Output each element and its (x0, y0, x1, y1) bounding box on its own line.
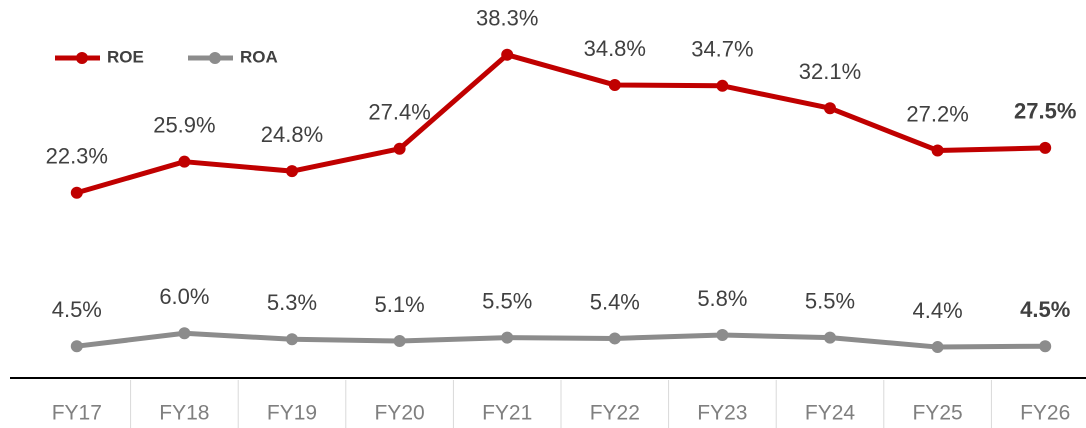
x-tick-label: FY23 (697, 402, 747, 425)
data-point (931, 144, 944, 157)
data-label: 34.8% (584, 36, 646, 61)
data-label: 32.1% (799, 59, 861, 84)
x-tick-label: FY26 (1020, 402, 1070, 425)
data-label: 6.0% (159, 284, 209, 309)
x-tick-label: FY25 (912, 402, 962, 425)
data-label: 5.3% (267, 290, 317, 315)
data-point (824, 102, 836, 115)
data-label: 4.5% (1020, 297, 1070, 322)
data-label: 5.5% (805, 288, 855, 313)
data-point (393, 142, 406, 155)
series-line (76, 52, 1046, 196)
data-label: 24.8% (261, 122, 323, 147)
x-tick-label: FY18 (159, 402, 209, 425)
data-point (1039, 141, 1052, 154)
data-point (501, 331, 514, 344)
legend-marker (209, 52, 221, 64)
x-tick-label: FY19 (267, 402, 317, 425)
data-point (286, 165, 298, 178)
data-label: 5.5% (482, 288, 532, 313)
data-point (178, 155, 191, 168)
data-point (501, 48, 514, 61)
data-label: 5.4% (590, 289, 640, 314)
data-point (1039, 340, 1052, 353)
data-point (608, 332, 621, 345)
x-tick-label: FY21 (482, 402, 532, 425)
data-label: 34.7% (691, 37, 753, 62)
x-tick-label: FY24 (805, 402, 856, 425)
data-point (286, 333, 298, 346)
series-line (76, 330, 1046, 350)
data-point (178, 327, 191, 340)
data-point (824, 331, 836, 344)
data-label: 4.4% (913, 298, 963, 323)
data-label: 25.9% (153, 112, 215, 137)
x-tick-label: FY22 (590, 402, 640, 425)
x-tick-label: FY17 (52, 402, 102, 425)
data-point (716, 328, 729, 341)
data-point (70, 340, 83, 353)
data-point (931, 341, 944, 354)
legend-label: ROE (107, 47, 144, 66)
data-label: 27.5% (1014, 99, 1076, 124)
data-point (608, 78, 621, 91)
data-point (70, 186, 83, 199)
data-label: 27.2% (906, 101, 968, 126)
data-point (393, 335, 406, 348)
data-label: 38.3% (476, 6, 538, 31)
x-tick-label: FY20 (374, 402, 424, 425)
legend-label: ROA (240, 47, 278, 66)
data-label: 27.4% (368, 100, 430, 125)
data-label: 4.5% (52, 297, 102, 322)
data-label: 5.8% (697, 286, 747, 311)
data-label: 5.1% (375, 292, 425, 317)
data-point (716, 79, 729, 92)
legend-marker (76, 52, 88, 64)
data-label: 22.3% (46, 144, 108, 169)
